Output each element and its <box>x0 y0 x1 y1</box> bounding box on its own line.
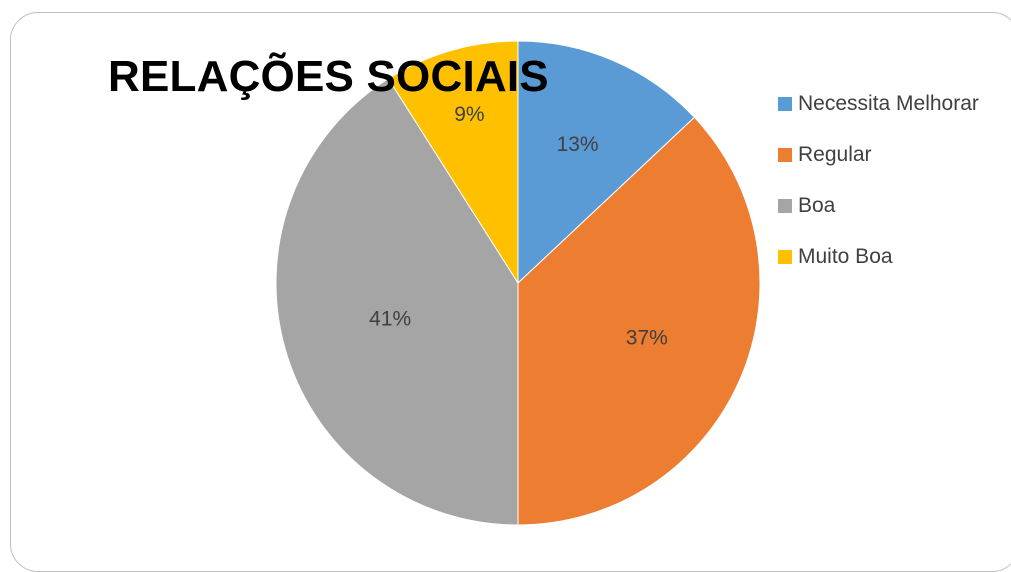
legend-item-necessita-melhorar: Necessita Melhorar <box>778 78 979 129</box>
legend-label: Regular <box>798 142 872 166</box>
legend-swatch <box>778 198 792 213</box>
data-label-muito-boa: 9% <box>454 103 484 126</box>
data-label-necessita-melhorar: 13% <box>557 133 599 156</box>
pie-slice-necessita-melhorar <box>517 40 696 285</box>
legend-item-regular: Regular <box>778 129 979 180</box>
legend-label: Muito Boa <box>798 244 893 268</box>
legend-swatch <box>778 249 792 264</box>
pie-slice-muito-boa <box>387 40 519 285</box>
chart-title: RELAÇÕES SOCIAIS <box>108 52 549 101</box>
legend-label: Boa <box>798 193 836 217</box>
data-label-regular: 37% <box>626 326 668 349</box>
legend-item-muito-boa: Muito Boa <box>778 231 979 282</box>
pie-slice-boa <box>275 77 519 526</box>
legend-label: Necessita Melhorar <box>798 91 979 115</box>
legend: Necessita Melhorar Regular Boa Muito Boa <box>778 78 979 282</box>
pie-chart: 13% 37% 41% 9% <box>275 40 761 526</box>
pie-slice-regular <box>517 116 761 526</box>
legend-item-boa: Boa <box>778 180 979 231</box>
data-label-boa: 41% <box>369 308 411 331</box>
legend-swatch <box>778 147 792 162</box>
legend-swatch <box>778 96 792 111</box>
